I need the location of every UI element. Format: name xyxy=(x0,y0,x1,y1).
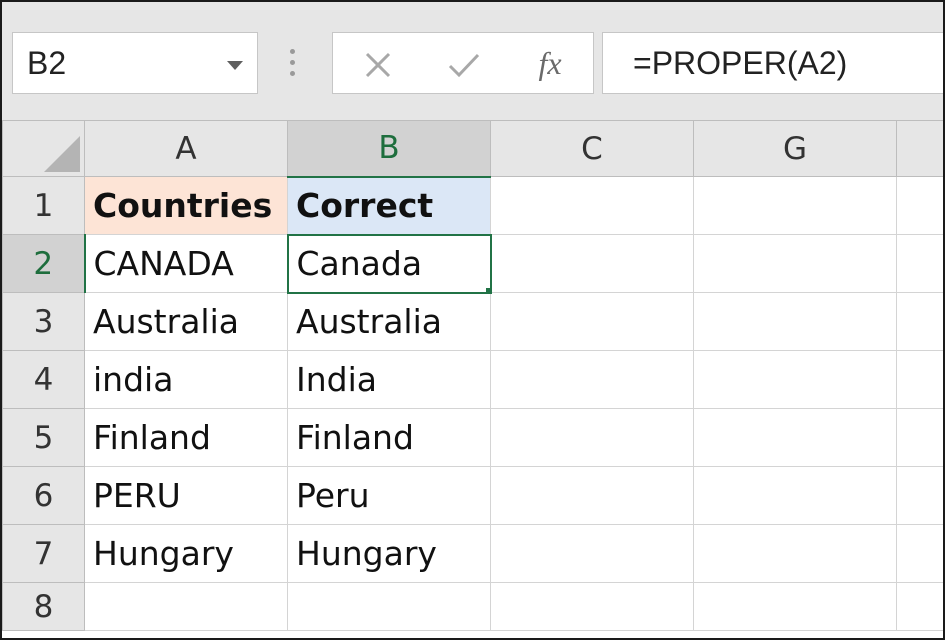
enter-button[interactable] xyxy=(429,33,499,93)
cell-b7[interactable]: Hungary xyxy=(287,524,491,583)
cell-c3[interactable] xyxy=(490,292,694,351)
cancel-button[interactable] xyxy=(343,33,413,93)
check-icon xyxy=(448,53,480,78)
row-header-3[interactable]: 3 xyxy=(2,292,85,351)
cell-g5[interactable] xyxy=(693,408,897,467)
cell-g7[interactable] xyxy=(693,524,897,583)
cell-g4[interactable] xyxy=(693,350,897,409)
chevron-down-icon[interactable] xyxy=(227,61,243,70)
fill-handle[interactable] xyxy=(484,286,489,291)
cell-b6[interactable]: Peru xyxy=(287,466,491,525)
cell-b3[interactable]: Australia xyxy=(287,292,491,351)
insert-function-button[interactable]: fx xyxy=(515,33,585,93)
cell-a7[interactable]: Hungary xyxy=(84,524,288,583)
cell-a2[interactable]: CANADA xyxy=(84,234,288,293)
cell-c7[interactable] xyxy=(490,524,694,583)
cell-g8[interactable] xyxy=(693,582,897,631)
row-header-1[interactable]: 1 xyxy=(2,176,85,235)
column-header-g[interactable]: G xyxy=(693,120,897,177)
cell-a3[interactable]: Australia xyxy=(84,292,288,351)
cell-c2[interactable] xyxy=(490,234,694,293)
column-header-c[interactable]: C xyxy=(490,120,694,177)
row-header-4[interactable]: 4 xyxy=(2,350,85,409)
drag-handle-icon[interactable] xyxy=(290,49,296,79)
cell-next5[interactable] xyxy=(896,408,943,467)
cell-next1[interactable] xyxy=(896,176,943,235)
cell-next3[interactable] xyxy=(896,292,943,351)
name-box-value: B2 xyxy=(27,45,67,81)
cell-g2[interactable] xyxy=(693,234,897,293)
row-header-6[interactable]: 6 xyxy=(2,466,85,525)
cell-c8[interactable] xyxy=(490,582,694,631)
cell-c1[interactable] xyxy=(490,176,694,235)
row-header-8[interactable]: 8 xyxy=(2,582,85,631)
formula-buttons: fx xyxy=(332,32,594,94)
x-icon xyxy=(365,52,391,78)
name-box[interactable]: B2 xyxy=(12,32,258,94)
formula-input[interactable]: =PROPER(A2) xyxy=(602,32,943,94)
cell-b4[interactable]: India xyxy=(287,350,491,409)
column-header-b[interactable]: B xyxy=(287,120,491,178)
cell-b2-active[interactable]: Canada xyxy=(286,233,492,294)
cell-c4[interactable] xyxy=(490,350,694,409)
cell-next4[interactable] xyxy=(896,350,943,409)
cell-b2-value: Canada xyxy=(296,244,423,283)
cell-a6[interactable]: PERU xyxy=(84,466,288,525)
cell-next2[interactable] xyxy=(896,234,943,293)
worksheet-grid: A B C G 1 Countries Correct 2 CANADA Can… xyxy=(2,120,943,631)
cell-next7[interactable] xyxy=(896,524,943,583)
column-header-next[interactable] xyxy=(896,120,943,177)
fx-label: fx xyxy=(538,45,562,81)
cell-a4[interactable]: india xyxy=(84,350,288,409)
cell-next8[interactable] xyxy=(896,582,943,631)
row-header-7[interactable]: 7 xyxy=(2,524,85,583)
row-header-5[interactable]: 5 xyxy=(2,408,85,467)
cell-g6[interactable] xyxy=(693,466,897,525)
cell-c6[interactable] xyxy=(490,466,694,525)
cell-next6[interactable] xyxy=(896,466,943,525)
column-header-a[interactable]: A xyxy=(84,120,288,177)
formula-text: =PROPER(A2) xyxy=(633,45,848,81)
formula-bar-area: B2 fx =PROPER(A2) xyxy=(2,2,943,121)
cell-a8[interactable] xyxy=(84,582,288,631)
cell-c5[interactable] xyxy=(490,408,694,467)
select-all-button[interactable] xyxy=(2,120,85,177)
cell-b5[interactable]: Finland xyxy=(287,408,491,467)
cell-a5[interactable]: Finland xyxy=(84,408,288,467)
cell-a1[interactable]: Countries xyxy=(84,176,288,235)
cell-g3[interactable] xyxy=(693,292,897,351)
cell-b8[interactable] xyxy=(287,582,491,631)
row-header-2[interactable]: 2 xyxy=(2,234,86,293)
cell-b1[interactable]: Correct xyxy=(287,176,491,235)
cell-g1[interactable] xyxy=(693,176,897,235)
